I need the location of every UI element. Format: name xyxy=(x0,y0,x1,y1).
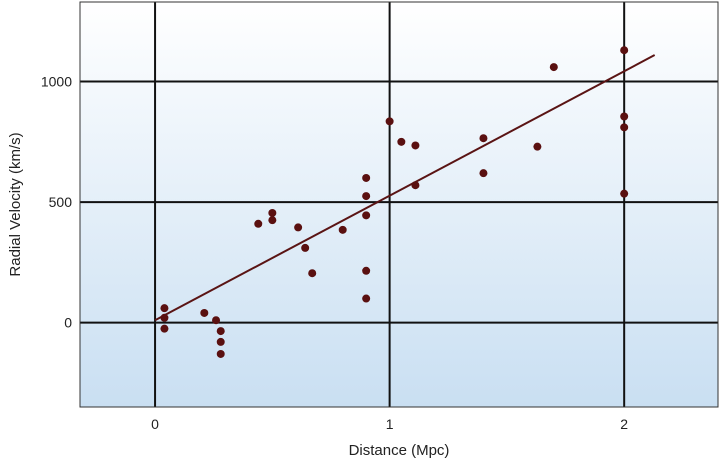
data-point xyxy=(160,313,169,322)
y-tick-label: 500 xyxy=(49,194,73,210)
data-point xyxy=(268,216,277,225)
data-point xyxy=(362,266,371,275)
trend-line-layer xyxy=(154,54,656,322)
data-point xyxy=(620,112,629,121)
x-tick-label: 2 xyxy=(620,416,628,432)
data-point xyxy=(620,123,629,132)
grid-lines xyxy=(80,2,718,407)
y-tick-label: 1000 xyxy=(41,74,72,90)
data-point xyxy=(479,134,488,143)
data-point xyxy=(397,137,406,146)
data-point xyxy=(200,308,209,317)
data-point xyxy=(254,219,263,228)
data-point xyxy=(212,316,221,325)
data-point xyxy=(268,208,277,217)
data-point xyxy=(216,337,225,346)
data-point xyxy=(160,324,169,333)
data-point xyxy=(362,294,371,303)
tick-labels: 0 1 2 0 500 1000 xyxy=(41,74,628,432)
x-tick-label: 0 xyxy=(151,416,159,432)
data-point xyxy=(385,117,394,126)
trend-line xyxy=(154,54,656,322)
data-point xyxy=(301,243,310,252)
data-point xyxy=(338,225,347,234)
y-tick-label: 0 xyxy=(64,315,72,331)
data-point xyxy=(479,169,488,178)
data-point xyxy=(308,269,317,278)
data-point xyxy=(411,141,420,150)
y-axis-label: Radial Velocity (km/s) xyxy=(7,132,24,276)
data-points xyxy=(160,46,629,358)
data-point xyxy=(362,192,371,201)
data-point xyxy=(362,211,371,220)
x-axis-label: Distance (Mpc) xyxy=(349,442,450,459)
data-point xyxy=(362,173,371,182)
data-point xyxy=(620,189,629,198)
data-point xyxy=(549,63,558,72)
plot-frame xyxy=(79,1,719,408)
data-point xyxy=(533,142,542,151)
data-point xyxy=(411,181,420,190)
data-point xyxy=(216,349,225,358)
data-point xyxy=(294,223,303,232)
data-point xyxy=(620,46,629,55)
x-tick-label: 1 xyxy=(386,416,394,432)
data-point xyxy=(160,304,169,313)
data-point xyxy=(216,327,225,336)
plot-area xyxy=(80,2,718,407)
